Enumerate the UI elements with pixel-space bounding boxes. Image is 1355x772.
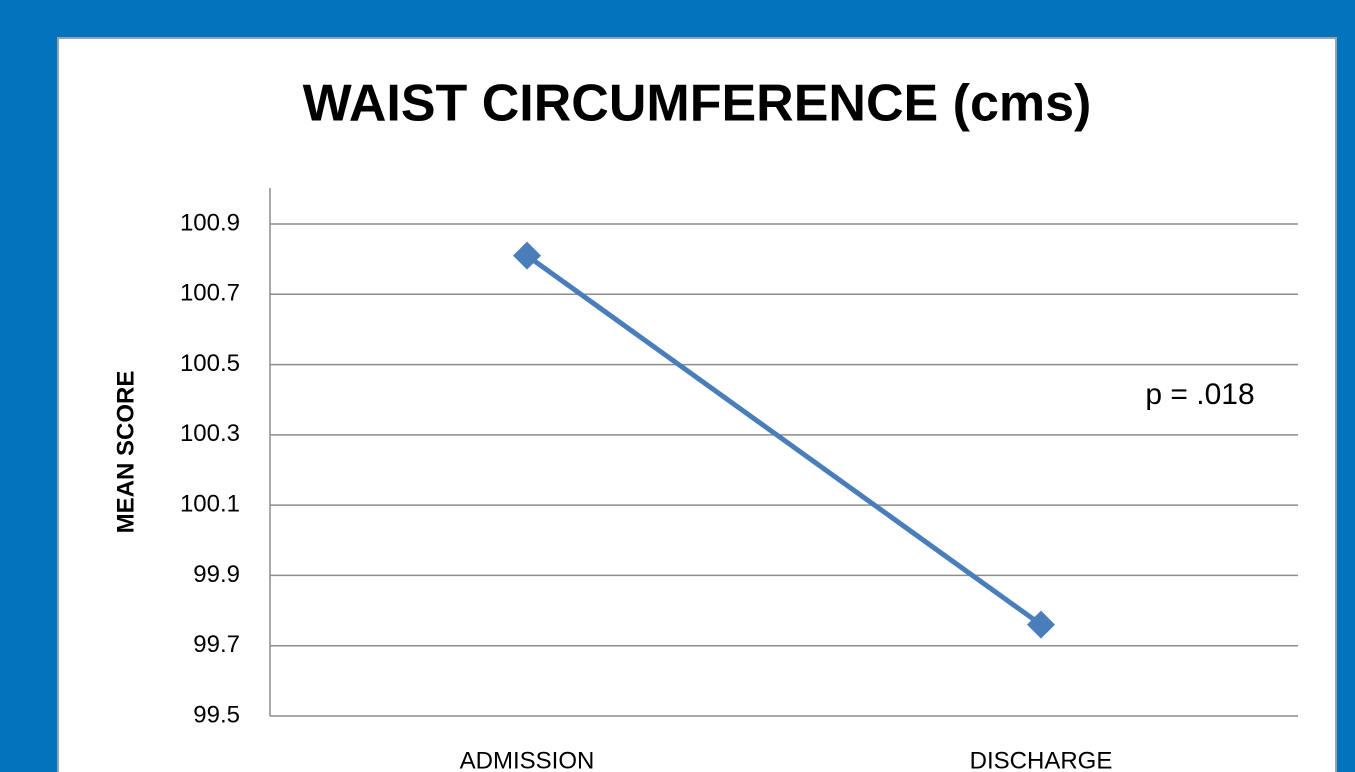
data-point: [1027, 610, 1055, 639]
y-tick-label: 99.7: [193, 631, 240, 658]
y-axis-label: MEAN SCORE: [112, 371, 139, 534]
y-tick-label: 100.9: [180, 209, 240, 236]
chart-title: WAIST CIRCUMFERENCE (cms): [303, 75, 1092, 133]
annotation: p = .018: [1145, 378, 1254, 411]
y-tick-label: 100.5: [180, 350, 240, 377]
y-tick-label: 99.9: [193, 561, 240, 588]
series-line: [525, 253, 1043, 627]
y-tick-label: 99.5: [193, 701, 240, 728]
y-tick-label: 100.3: [180, 420, 240, 447]
chart-panel: [57, 37, 1337, 772]
x-tick-label: DISCHARGE: [970, 747, 1113, 772]
x-tick-label: ADMISSION: [460, 747, 595, 772]
data-point: [513, 241, 541, 270]
y-tick-label: 100.7: [180, 280, 240, 307]
y-tick-label: 100.1: [180, 490, 240, 517]
